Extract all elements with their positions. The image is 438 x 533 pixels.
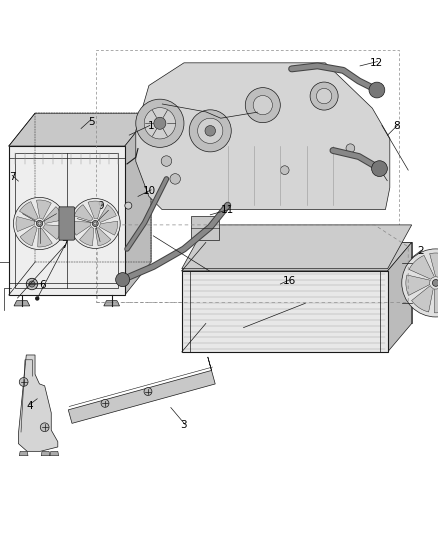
Circle shape xyxy=(19,377,28,386)
Circle shape xyxy=(170,174,180,184)
FancyBboxPatch shape xyxy=(59,207,74,240)
Polygon shape xyxy=(406,275,430,295)
Polygon shape xyxy=(16,216,35,231)
Polygon shape xyxy=(9,146,125,295)
Circle shape xyxy=(189,110,231,152)
Circle shape xyxy=(198,118,223,143)
Circle shape xyxy=(371,161,387,176)
Polygon shape xyxy=(99,205,117,222)
Text: 2: 2 xyxy=(417,246,424,256)
Circle shape xyxy=(205,126,215,136)
Text: 3: 3 xyxy=(180,420,187,430)
Text: 10: 10 xyxy=(143,186,156,196)
Polygon shape xyxy=(38,228,52,247)
Polygon shape xyxy=(136,63,390,209)
Circle shape xyxy=(432,279,438,286)
Polygon shape xyxy=(182,225,412,269)
Circle shape xyxy=(101,399,109,407)
Circle shape xyxy=(36,220,42,227)
Polygon shape xyxy=(19,201,39,220)
Circle shape xyxy=(38,222,41,225)
Text: 7: 7 xyxy=(9,172,16,182)
Polygon shape xyxy=(430,253,438,278)
Circle shape xyxy=(35,296,39,301)
Text: 7: 7 xyxy=(61,240,68,251)
Text: 4: 4 xyxy=(26,401,33,411)
Polygon shape xyxy=(74,205,93,221)
Text: 6: 6 xyxy=(39,280,46,290)
Circle shape xyxy=(136,99,184,147)
Polygon shape xyxy=(50,451,59,456)
Circle shape xyxy=(116,273,130,287)
Circle shape xyxy=(346,144,355,152)
Circle shape xyxy=(369,82,385,98)
Circle shape xyxy=(280,166,289,174)
Circle shape xyxy=(92,221,98,227)
Circle shape xyxy=(154,117,166,130)
Polygon shape xyxy=(182,243,412,271)
Polygon shape xyxy=(412,286,433,312)
Text: 12: 12 xyxy=(370,58,383,68)
FancyBboxPatch shape xyxy=(191,216,219,240)
Circle shape xyxy=(26,278,38,290)
Polygon shape xyxy=(36,200,51,220)
Polygon shape xyxy=(43,225,63,239)
Polygon shape xyxy=(125,113,151,295)
Polygon shape xyxy=(104,301,120,306)
Polygon shape xyxy=(388,243,412,352)
Circle shape xyxy=(14,197,66,249)
Polygon shape xyxy=(73,221,91,235)
Circle shape xyxy=(29,281,35,287)
Circle shape xyxy=(144,387,152,395)
Text: 8: 8 xyxy=(393,122,400,131)
Polygon shape xyxy=(88,201,102,219)
Polygon shape xyxy=(99,221,118,235)
Circle shape xyxy=(402,249,438,317)
Circle shape xyxy=(125,202,132,209)
Circle shape xyxy=(253,95,272,115)
Circle shape xyxy=(94,222,97,225)
Polygon shape xyxy=(68,357,215,423)
Polygon shape xyxy=(434,288,438,313)
Polygon shape xyxy=(19,451,28,456)
Polygon shape xyxy=(409,255,434,279)
Polygon shape xyxy=(18,355,58,451)
Circle shape xyxy=(316,88,332,104)
Polygon shape xyxy=(41,451,50,456)
Circle shape xyxy=(70,198,120,248)
Polygon shape xyxy=(95,228,111,246)
Text: 9: 9 xyxy=(97,201,104,212)
Text: 5: 5 xyxy=(88,117,95,127)
Polygon shape xyxy=(44,207,63,223)
Polygon shape xyxy=(14,301,30,306)
Polygon shape xyxy=(182,271,388,352)
Circle shape xyxy=(40,423,49,432)
Text: 11: 11 xyxy=(221,205,234,215)
Circle shape xyxy=(310,82,338,110)
Text: 16: 16 xyxy=(283,276,296,286)
Text: 1: 1 xyxy=(148,122,155,131)
Polygon shape xyxy=(80,227,94,246)
Circle shape xyxy=(161,156,172,166)
Polygon shape xyxy=(20,226,37,246)
Polygon shape xyxy=(9,113,151,146)
Circle shape xyxy=(144,108,176,139)
Circle shape xyxy=(245,87,280,123)
Polygon shape xyxy=(206,243,412,324)
